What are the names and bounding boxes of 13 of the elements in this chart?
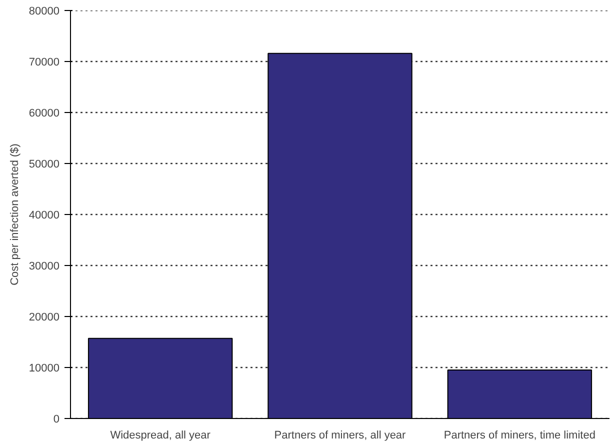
y-tick-label: 70000 bbox=[28, 56, 60, 68]
x-tick-label: Partners of miners, all year bbox=[274, 430, 406, 442]
y-tick-label: 30000 bbox=[28, 260, 60, 272]
y-tick-label: 0 bbox=[53, 414, 60, 426]
x-tick-label: Widespread, all year bbox=[110, 430, 211, 442]
y-tick-label: 10000 bbox=[28, 362, 60, 374]
x-tick-label: Partners of miners, time limited bbox=[444, 430, 596, 442]
y-axis-title: Cost per infection averted ($) bbox=[8, 144, 21, 286]
y-tick-label: 20000 bbox=[28, 312, 60, 324]
y-tick-label: 60000 bbox=[28, 108, 60, 120]
y-tick-label: 80000 bbox=[28, 6, 60, 18]
y-tick-label: 40000 bbox=[28, 210, 60, 222]
y-tick-label: 50000 bbox=[28, 158, 60, 170]
